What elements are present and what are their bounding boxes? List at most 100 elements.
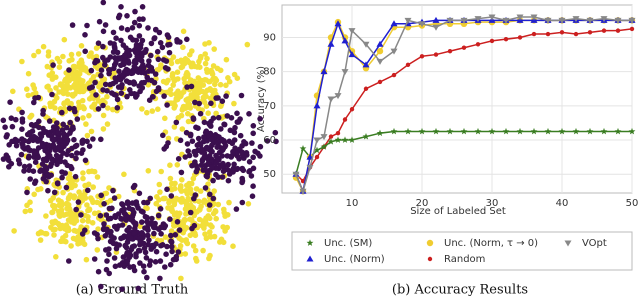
marker xyxy=(348,51,356,58)
point xyxy=(89,220,96,226)
point xyxy=(167,216,173,222)
point xyxy=(78,224,84,230)
point xyxy=(165,135,172,142)
point xyxy=(104,258,110,264)
point xyxy=(192,230,198,237)
point xyxy=(142,49,149,55)
point xyxy=(213,171,219,178)
point xyxy=(13,142,20,149)
point xyxy=(159,44,166,51)
point xyxy=(118,235,124,242)
point xyxy=(136,22,143,29)
point xyxy=(27,136,34,143)
point xyxy=(202,51,208,57)
point xyxy=(49,91,55,98)
point xyxy=(25,70,32,77)
cluster xyxy=(50,0,190,112)
point xyxy=(20,142,26,149)
marker xyxy=(447,48,453,54)
x-tick-label: 10 xyxy=(346,198,359,209)
point xyxy=(168,57,174,64)
point xyxy=(178,275,184,282)
point xyxy=(182,154,189,160)
point xyxy=(68,165,75,172)
point xyxy=(65,175,72,182)
point xyxy=(31,99,37,106)
marker xyxy=(362,133,370,140)
point xyxy=(121,210,128,217)
point xyxy=(249,193,256,199)
point xyxy=(139,230,145,236)
point xyxy=(95,235,101,242)
point xyxy=(123,78,130,84)
point xyxy=(107,67,113,73)
point xyxy=(122,59,129,65)
point xyxy=(143,254,150,261)
point xyxy=(92,79,98,86)
legend-frame xyxy=(291,231,633,271)
point xyxy=(187,209,194,216)
point xyxy=(238,92,245,99)
point xyxy=(185,183,192,189)
y-tick-label: 80 xyxy=(263,67,276,78)
point xyxy=(91,256,98,262)
point xyxy=(73,155,79,162)
y-tick-label: 90 xyxy=(263,32,276,43)
point xyxy=(0,156,7,162)
point xyxy=(55,144,62,150)
point xyxy=(146,237,152,243)
point xyxy=(160,132,166,139)
point xyxy=(129,70,136,76)
point xyxy=(47,163,54,169)
point xyxy=(228,115,235,121)
point xyxy=(206,202,213,208)
point xyxy=(88,50,94,56)
point xyxy=(215,114,222,121)
point xyxy=(145,76,151,83)
point xyxy=(58,81,64,88)
point xyxy=(106,251,112,258)
point xyxy=(75,51,82,57)
point xyxy=(195,135,202,142)
marker xyxy=(517,35,523,40)
point xyxy=(72,143,79,150)
point xyxy=(111,223,118,230)
point xyxy=(249,140,255,146)
point xyxy=(131,219,137,226)
marker xyxy=(474,127,482,135)
point xyxy=(118,4,124,10)
y-tick-label: 70 xyxy=(263,101,276,112)
point xyxy=(130,79,137,85)
point xyxy=(64,91,71,97)
point xyxy=(19,116,26,122)
point xyxy=(234,75,241,81)
point xyxy=(241,139,247,145)
point xyxy=(151,35,157,42)
point xyxy=(124,252,130,258)
point xyxy=(174,69,181,75)
point xyxy=(182,217,188,223)
point xyxy=(84,132,91,139)
marker xyxy=(502,127,510,135)
point xyxy=(218,103,224,109)
point xyxy=(70,126,76,132)
marker xyxy=(348,28,356,35)
point xyxy=(246,168,252,175)
point xyxy=(75,64,81,70)
point xyxy=(26,130,33,136)
point xyxy=(51,232,57,238)
point xyxy=(100,102,106,109)
point xyxy=(210,210,217,217)
point xyxy=(37,237,44,243)
point xyxy=(61,36,68,43)
point xyxy=(140,209,146,215)
point xyxy=(175,76,181,82)
point xyxy=(0,117,7,124)
point xyxy=(174,96,181,103)
point xyxy=(111,43,118,50)
point xyxy=(214,65,221,72)
point xyxy=(257,116,263,122)
point xyxy=(155,85,162,91)
marker xyxy=(530,127,538,135)
point xyxy=(60,189,66,196)
